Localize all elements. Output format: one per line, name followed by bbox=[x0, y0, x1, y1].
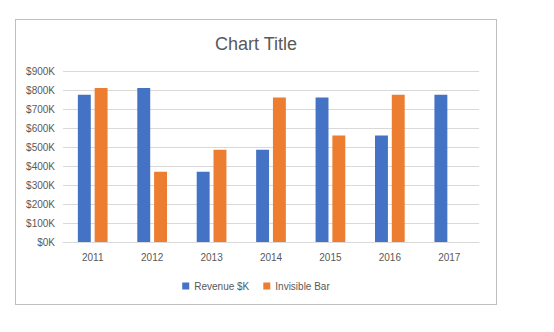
svg-text:$400K: $400K bbox=[26, 161, 55, 172]
svg-text:$300K: $300K bbox=[26, 180, 55, 191]
svg-text:2016: 2016 bbox=[379, 252, 402, 263]
svg-text:2014: 2014 bbox=[260, 252, 283, 263]
svg-text:$700K: $700K bbox=[26, 104, 55, 115]
svg-text:$100K: $100K bbox=[26, 218, 55, 229]
svg-text:$500K: $500K bbox=[26, 142, 55, 153]
svg-text:$900K: $900K bbox=[26, 66, 55, 77]
svg-text:$200K: $200K bbox=[26, 199, 55, 210]
svg-text:2013: 2013 bbox=[200, 252, 223, 263]
svg-text:$800K: $800K bbox=[26, 85, 55, 96]
svg-text:2011: 2011 bbox=[82, 252, 104, 263]
svg-text:2015: 2015 bbox=[319, 252, 342, 263]
svg-text:2012: 2012 bbox=[141, 252, 164, 263]
svg-text:2017: 2017 bbox=[438, 252, 461, 263]
svg-text:$600K: $600K bbox=[26, 123, 55, 134]
svg-text:Invisible Bar: Invisible Bar bbox=[275, 281, 330, 292]
svg-text:$0K: $0K bbox=[37, 237, 55, 248]
svg-text:Chart Title: Chart Title bbox=[215, 34, 297, 54]
svg-text:Revenue $K: Revenue $K bbox=[194, 281, 249, 292]
